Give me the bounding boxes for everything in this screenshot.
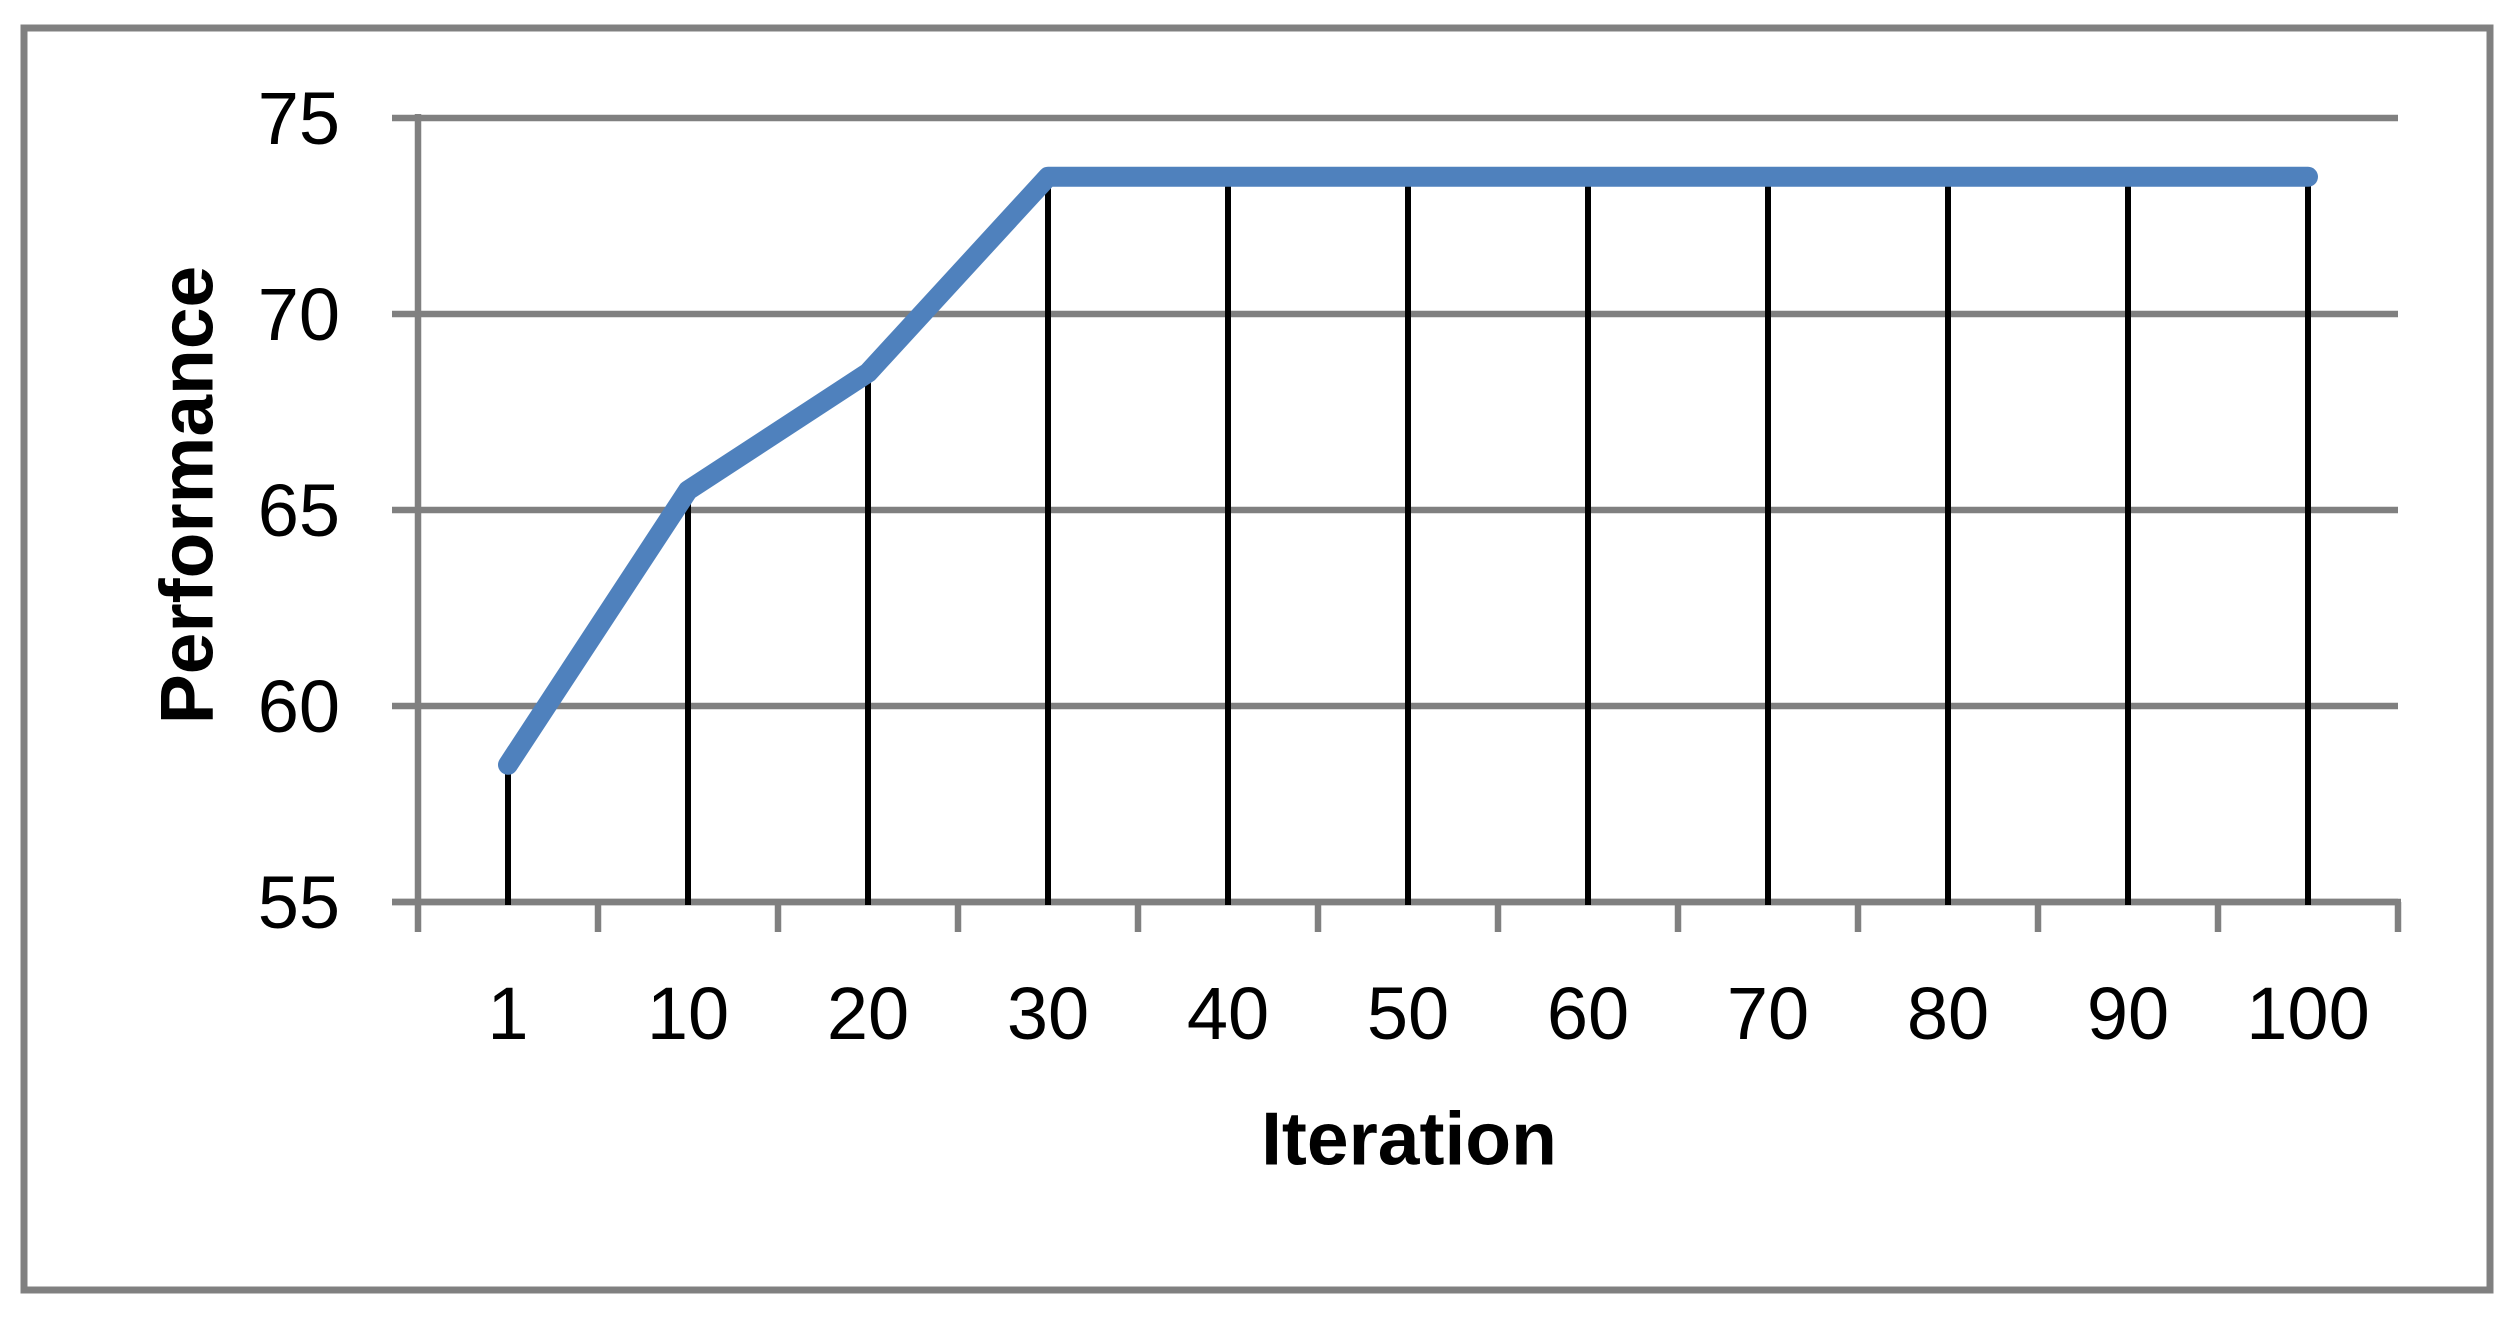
y-tick-label: 55 <box>258 861 340 944</box>
x-tick-label: 10 <box>647 972 729 1055</box>
x-tick-label: 80 <box>1907 972 1989 1055</box>
axes-group <box>392 114 2402 932</box>
x-tick-label: 90 <box>2087 972 2169 1055</box>
x-tick-label: 60 <box>1547 972 1629 1055</box>
y-tick-label: 65 <box>258 469 340 552</box>
series-group <box>498 166 2318 775</box>
x-axis-title: Iteration <box>1261 1096 1557 1180</box>
x-tick-label: 100 <box>2246 972 2369 1055</box>
gridlines-group <box>392 114 2398 906</box>
drop-lines-group <box>505 176 2311 905</box>
x-tick-label: 1 <box>487 972 528 1055</box>
tick-labels-group: 55 60 65 70 75 1 10 20 30 40 50 60 70 80 90 100 <box>258 77 2370 1055</box>
x-tick-label: 50 <box>1367 972 1449 1055</box>
y-tick-label: 75 <box>258 77 340 160</box>
chart-border-frame <box>20 24 2494 1294</box>
x-tick-label: 30 <box>1007 972 1089 1055</box>
x-tick-label: 20 <box>827 972 909 1055</box>
y-tick-label: 60 <box>258 665 340 748</box>
series-line-performance <box>498 166 2318 775</box>
x-tick-label: 40 <box>1187 972 1269 1055</box>
x-tick-label: 70 <box>1727 972 1809 1055</box>
y-tick-label: 70 <box>258 273 340 356</box>
y-axis-title: Performance <box>144 266 228 725</box>
